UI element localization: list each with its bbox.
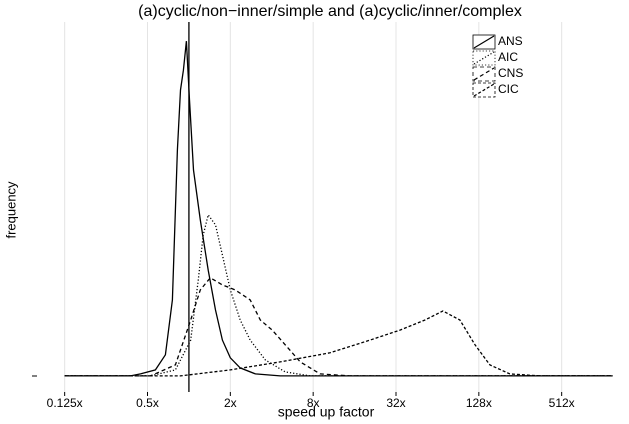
legend-key	[472, 66, 496, 82]
x-tick-label: 32x	[386, 396, 405, 410]
series-line	[64, 276, 613, 377]
series-line	[64, 41, 613, 377]
legend-key	[472, 50, 496, 66]
x-tick-label: 512x	[549, 396, 575, 410]
x-axis-label: speed up factor	[278, 404, 375, 420]
series-line	[64, 213, 613, 377]
chart-title: (a)cyclic/non−inner/simple and (a)cyclic…	[138, 3, 522, 20]
legend-label: AIC	[498, 50, 518, 64]
legend-label: CIC	[498, 82, 519, 96]
legend-line	[473, 51, 495, 65]
x-tick-label: 0.5x	[136, 396, 159, 410]
legend-label: ANS	[498, 34, 523, 48]
legend-line	[473, 83, 495, 97]
x-tick-label: 0.125x	[47, 396, 83, 410]
x-tick-label: 2x	[224, 396, 237, 410]
y-axis-label: frequency	[3, 181, 18, 239]
x-tick-label: 128x	[466, 396, 492, 410]
series-line	[64, 310, 613, 377]
legend-line	[473, 67, 495, 81]
legend-line	[473, 35, 495, 49]
legend-label: CNS	[498, 66, 523, 80]
x-tick-label: 8x	[307, 396, 320, 410]
